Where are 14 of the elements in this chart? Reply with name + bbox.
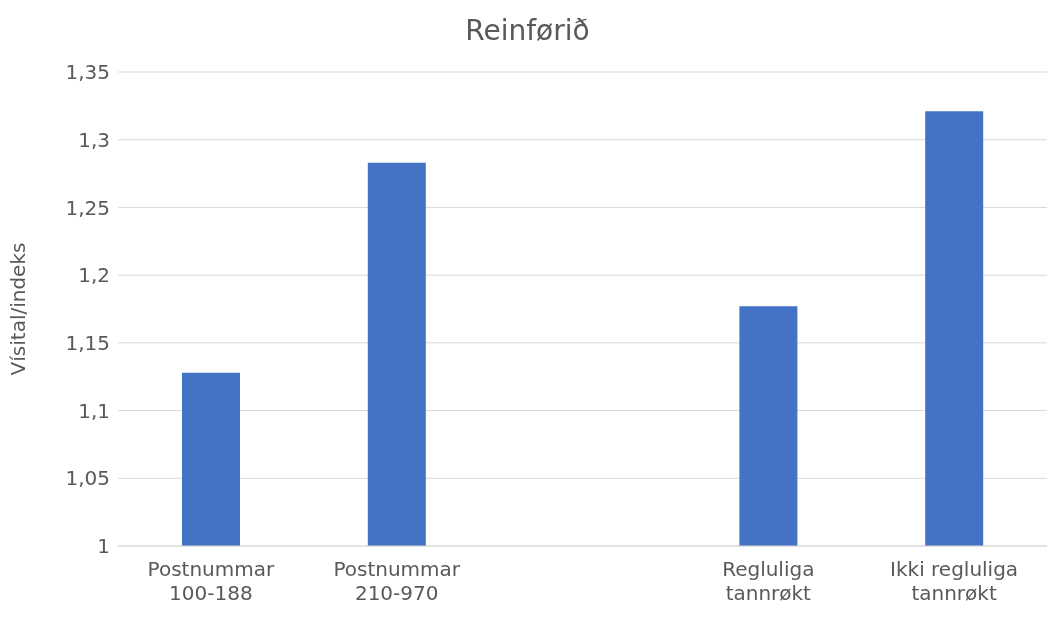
x-tick-label: Postnummar 210-970 [333, 557, 461, 605]
y-tick-label: 1,05 [65, 466, 110, 491]
y-tick-label: 1,3 [78, 127, 110, 152]
y-tick-label: 1,2 [78, 263, 110, 288]
y-tick-label: 1,15 [65, 330, 110, 355]
y-tick-label: 1,35 [65, 60, 110, 85]
y-tick-label: 1,1 [78, 398, 110, 423]
x-tick-label: Postnummar 100-188 [147, 557, 275, 605]
y-axis-title: Vísital/indeks [6, 242, 31, 376]
chart-title: Reinførið [464, 13, 591, 49]
y-tick-label: 1,25 [65, 195, 110, 220]
y-tick-label: 1 [97, 534, 110, 559]
x-tick-label: Regluliga tannrøkt [722, 557, 815, 605]
x-tick-label: Ikki regluliga tannrøkt [890, 557, 1019, 605]
